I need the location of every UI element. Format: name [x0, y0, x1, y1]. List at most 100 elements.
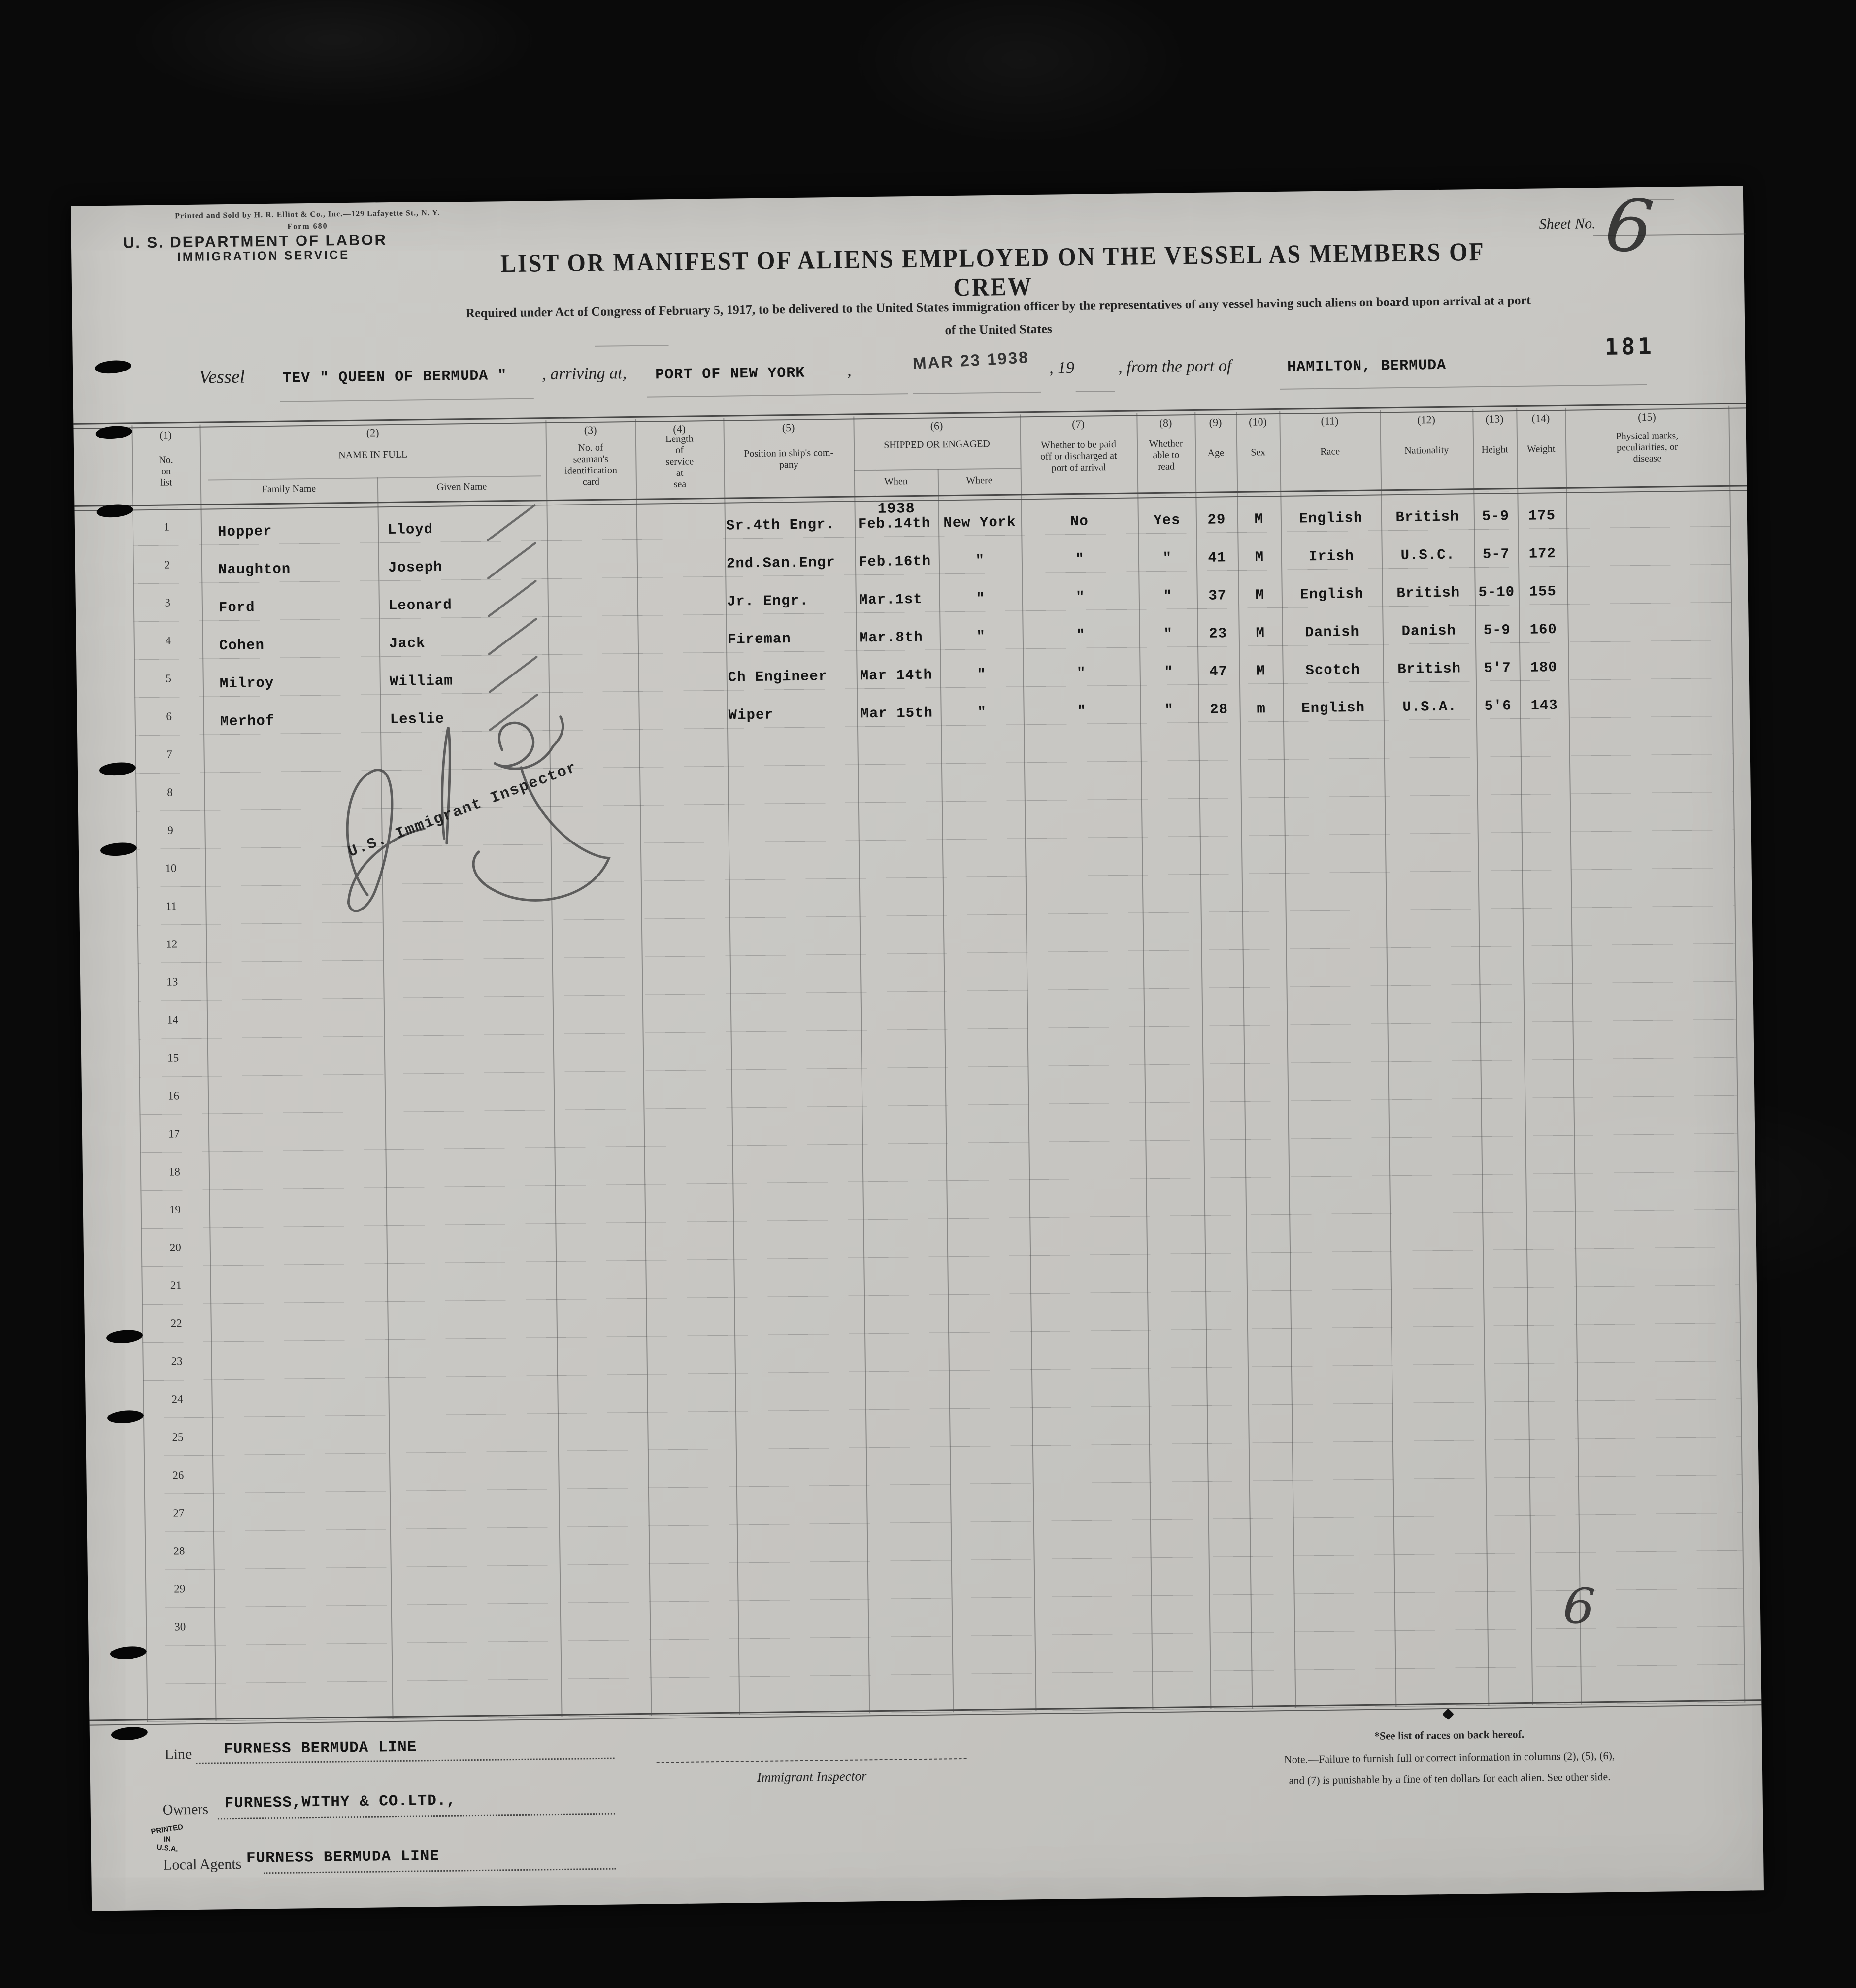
local-agents-label: Local Agents — [163, 1855, 242, 1873]
crew-sex: M — [1256, 663, 1266, 679]
column-header: Whether able to read — [1149, 438, 1183, 472]
row-number: 22 — [170, 1316, 182, 1330]
crew-given: William — [389, 673, 453, 690]
crew-age: 41 — [1208, 549, 1226, 566]
column-header: Position in ship's com- pany — [744, 447, 834, 471]
punch-hole — [94, 359, 132, 375]
crew-height: 5-10 — [1478, 584, 1515, 601]
name-subdivider — [208, 475, 541, 481]
column-number: (14) — [1531, 412, 1550, 425]
row-number: 2 — [164, 558, 170, 571]
crew-nationality: British — [1395, 508, 1459, 526]
page-number-stamp: 181 — [1604, 333, 1655, 360]
local-agents-rule — [264, 1868, 616, 1874]
inspector-label: Immigrant Inspector — [757, 1768, 867, 1785]
crew-paid-off: No — [1070, 513, 1089, 530]
crew-when: Mar 14th — [860, 667, 933, 684]
inspector-signature-rule — [656, 1758, 967, 1763]
port-rule — [647, 393, 908, 398]
row-number: 18 — [168, 1165, 181, 1178]
column-header: No. of seaman's identification card — [564, 442, 618, 488]
crew-sex: M — [1255, 587, 1265, 604]
crew-given: Joseph — [388, 559, 443, 576]
column-header: Height — [1481, 444, 1509, 455]
sheet-no-label: Sheet No. — [1539, 215, 1596, 233]
line-label: Line — [165, 1746, 192, 1763]
crew-nationality: British — [1396, 584, 1460, 602]
crew-weight: 180 — [1530, 659, 1558, 676]
row-number: 12 — [166, 937, 178, 950]
column-header: Weight — [1526, 443, 1556, 455]
crew-age: 28 — [1210, 701, 1228, 718]
row-number: 16 — [167, 1089, 180, 1102]
crew-sex: M — [1256, 625, 1265, 641]
row-number: 20 — [169, 1241, 181, 1254]
crew-position: 2nd.San.Engr — [726, 554, 835, 572]
crew-read: " — [1164, 702, 1174, 718]
column-header: Whether to be paid off or discharged at … — [1040, 438, 1117, 473]
service-title: IMMIGRATION SERVICE — [177, 248, 350, 264]
crew-age: 29 — [1207, 511, 1226, 528]
crew-weight: 160 — [1529, 621, 1558, 638]
row-number: 15 — [167, 1051, 179, 1064]
crew-race: Scotch — [1305, 661, 1360, 679]
crew-age: 37 — [1208, 587, 1227, 604]
crew-position: Wiper — [728, 707, 774, 724]
crew-family: Cohen — [219, 637, 265, 654]
crew-given: Leslie — [390, 710, 445, 728]
column-header: Nationality — [1404, 444, 1449, 456]
vessel-name-rule — [280, 398, 534, 402]
punch-hole — [110, 1725, 148, 1742]
row-number: 6 — [166, 709, 172, 723]
owners-rule — [217, 1813, 615, 1820]
row-number: 17 — [168, 1127, 180, 1140]
crew-where: " — [976, 590, 986, 607]
arriving-at-label: , arriving at, — [542, 364, 627, 384]
local-agents-value: FURNESS BERMUDA LINE — [246, 1847, 440, 1867]
crew-read: Yes — [1153, 512, 1181, 529]
penalty-note-line2: and (7) is punishable by a fine of ten d… — [1289, 1770, 1611, 1786]
row-number: 1 — [164, 520, 170, 533]
crew-when: Mar.8th — [859, 629, 923, 646]
crew-sex: M — [1255, 549, 1264, 566]
row-number: 8 — [167, 785, 173, 799]
subcolumn-header: Family Name — [262, 483, 316, 495]
crew-family: Ford — [218, 599, 255, 616]
crew-given: Lloyd — [387, 521, 433, 539]
punch-hole — [107, 1409, 144, 1425]
row-number: 9 — [167, 823, 173, 837]
subcolumn-header: Where — [966, 475, 993, 486]
crew-height: 5-9 — [1483, 622, 1511, 639]
row-number: 10 — [165, 861, 177, 875]
comma-mark: , — [847, 361, 852, 380]
column-header: Sex — [1251, 447, 1266, 458]
crew-position: Sr.4th Engr. — [726, 516, 835, 534]
row-number: 25 — [172, 1430, 184, 1444]
shipped-subdivider — [854, 468, 1021, 471]
crew-position: Jr. Engr. — [727, 592, 809, 610]
column-number: (10) — [1249, 415, 1267, 428]
column-number: (15) — [1637, 410, 1656, 424]
crew-sex: M — [1254, 511, 1264, 528]
crew-weight: 172 — [1528, 545, 1557, 562]
crew-given: Leonard — [388, 597, 452, 614]
form-number: Form 680 — [287, 222, 328, 231]
crew-family: Naughton — [218, 561, 291, 578]
crew-age: 23 — [1209, 625, 1227, 642]
year-rule — [1075, 390, 1115, 392]
crew-weight: 143 — [1530, 697, 1558, 714]
column-number: (13) — [1485, 412, 1504, 425]
manifest-table: (1) No. on list (2) NAME IN FULL (3) No. of s… — [71, 186, 1746, 1722]
subcolumn-header: Given Name — [436, 481, 487, 493]
crew-when: Mar.1st — [859, 591, 923, 608]
column-number: (5) — [782, 421, 795, 434]
crew-read: " — [1164, 664, 1174, 680]
arrival-port: PORT OF NEW YORK — [655, 365, 805, 384]
column-number: (3) — [584, 423, 597, 437]
column-number: (12) — [1417, 413, 1435, 426]
punch-hole — [109, 1645, 147, 1661]
document-page: Printed and Sold by H. R. Elliot & Co., … — [70, 181, 1764, 1911]
crew-family: Milroy — [219, 674, 274, 692]
crew-where: " — [977, 704, 987, 721]
